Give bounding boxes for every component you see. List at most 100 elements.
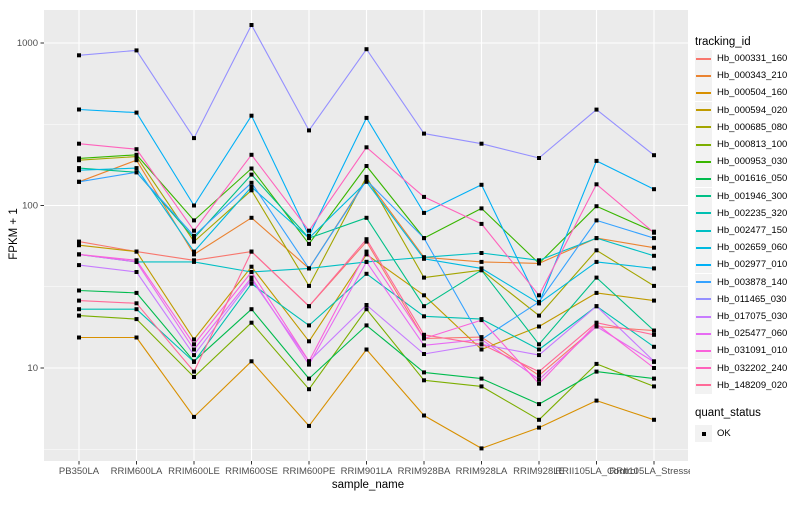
data-point: [594, 320, 599, 325]
legend-line-icon: [696, 229, 711, 232]
legend-item-label: Hb_001616_050: [717, 173, 788, 185]
data-point: [192, 203, 196, 208]
legend-key-swatch: [695, 359, 712, 377]
legend-item-label: Hb_031091_010: [717, 345, 788, 357]
data-point: [192, 369, 196, 374]
data-point: [134, 290, 139, 295]
data-point: [652, 253, 656, 258]
legend-line-icon: [696, 109, 711, 112]
legend-key-swatch: [695, 425, 712, 442]
data-point: [134, 249, 139, 254]
data-point: [479, 221, 484, 226]
data-point: [77, 252, 81, 257]
data-point: [422, 275, 426, 280]
legend-item-label: Hb_000504_160: [717, 87, 788, 99]
x-tick-label: RRIM600SE: [225, 466, 278, 477]
data-point: [594, 218, 599, 223]
data-point: [307, 236, 311, 241]
data-point: [249, 185, 254, 189]
data-point: [77, 313, 81, 318]
legend-line-icon: [696, 246, 711, 249]
data-point: [134, 166, 139, 171]
data-point: [537, 324, 541, 329]
data-point: [594, 158, 599, 163]
legend-title-tracking-id: tracking_id: [695, 36, 751, 48]
data-point: [652, 376, 656, 381]
data-point: [594, 236, 599, 241]
y-tick-label: 100: [22, 201, 38, 212]
legend-key-swatch: [695, 273, 712, 291]
legend-line-icon: [696, 160, 711, 163]
data-point: [652, 298, 656, 303]
legend-item-Hb_000343_210: Hb_000343_210: [695, 67, 787, 85]
legend-line-icon: [696, 57, 711, 60]
legend-key-swatch: [695, 376, 712, 394]
data-point: [422, 336, 426, 341]
data-point: [134, 110, 139, 115]
data-point: [134, 307, 139, 312]
data-point: [249, 307, 254, 312]
data-point: [479, 337, 484, 342]
legend-item-Hb_032202_240: Hb_032202_240: [695, 359, 787, 377]
legend-line-icon: [696, 367, 711, 370]
data-point: [479, 347, 484, 352]
data-point: [537, 261, 541, 266]
legend-item-Hb_017075_030: Hb_017075_030: [695, 308, 787, 325]
data-point: [364, 259, 369, 264]
y-axis-title: FPKM + 1: [8, 208, 20, 260]
data-point: [652, 332, 656, 337]
data-point: [364, 303, 369, 307]
legend-line-icon: [696, 212, 711, 215]
data-point: [594, 398, 599, 403]
legend-item-Hb_000331_160: Hb_000331_160: [695, 50, 787, 67]
plot-svg: 10 100 1000 PB350LA RRIM600LA RRIM600LE RRIM60…: [17, 10, 699, 477]
x-tick-label: PB350LA: [59, 466, 100, 477]
data-point: [134, 317, 139, 322]
data-point: [192, 414, 196, 419]
data-point: [422, 131, 426, 136]
data-point: [364, 215, 369, 220]
data-point: [134, 258, 139, 263]
axes: 10 100 1000 PB350LA RRIM600LA RRIM600LE RRIM60…: [17, 38, 699, 477]
data-point: [192, 353, 196, 358]
legend-key-swatch: [695, 136, 712, 153]
data-point: [479, 251, 484, 255]
data-point: [192, 136, 196, 141]
data-point: [192, 359, 196, 364]
legend-key-swatch: [695, 308, 712, 325]
legend-item-label: Hb_002659_060: [717, 242, 788, 254]
legend-point-icon: [701, 431, 706, 436]
legend-item-Hb_000953_030: Hb_000953_030: [695, 153, 787, 171]
data-point: [134, 301, 139, 306]
data-point: [249, 264, 254, 269]
data-point: [422, 378, 426, 383]
data-point: [249, 320, 254, 325]
legend-line-icon: [696, 143, 711, 146]
data-point: [249, 215, 254, 220]
legend-line-icon: [696, 177, 711, 180]
legend-item-label: Hb_011465_030: [717, 293, 787, 305]
legend-line-icon: [696, 315, 711, 318]
legend-item-label: Hb_001946_300: [717, 190, 788, 202]
data-point: [134, 158, 139, 163]
x-tick-label: RRIM600LA: [111, 466, 163, 477]
data-point: [594, 204, 599, 209]
data-point: [422, 332, 426, 337]
legend-item-label: Hb_000813_100: [717, 139, 788, 150]
x-tick-label: RRIM928LA: [456, 466, 508, 477]
data-point: [479, 141, 484, 146]
data-point: [249, 113, 254, 118]
data-point: [652, 187, 656, 192]
legend-key-swatch: [695, 153, 712, 171]
data-point: [537, 377, 541, 382]
data-point: [192, 259, 196, 264]
legend-item-Hb_002477_150: Hb_002477_150: [695, 222, 787, 239]
data-point: [422, 256, 426, 261]
data-point: [537, 425, 541, 430]
legend-key-swatch: [695, 101, 712, 119]
x-tick-label: RRIM928BA: [398, 466, 451, 477]
legend-item-label: OK: [717, 428, 731, 439]
legend-key-swatch: [695, 170, 712, 188]
data-point: [479, 342, 484, 347]
